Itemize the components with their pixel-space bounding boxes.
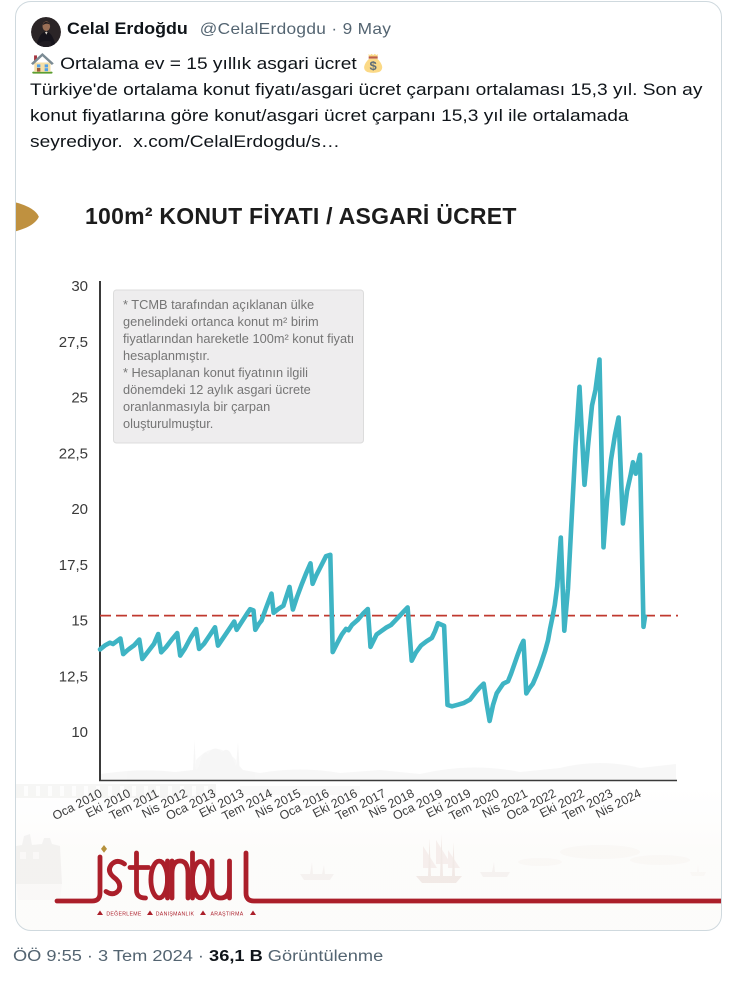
svg-text:30: 30 — [71, 278, 88, 295]
svg-text:oluşturulmuştur.: oluşturulmuştur. — [123, 416, 213, 431]
svg-text:$: $ — [369, 59, 376, 72]
svg-text:ARAŞTIRMA: ARAŞTIRMA — [211, 912, 244, 918]
svg-text:fiyatlarından hareketle 100m²: fiyatlarından hareketle 100m² konut fiya… — [123, 331, 354, 346]
svg-text:genelindeki ortanca konut m² b: genelindeki ortanca konut m² birim — [123, 314, 319, 329]
svg-text:dönemdeki 12 aylık asgari ücre: dönemdeki 12 aylık asgari ücrete — [123, 382, 311, 397]
svg-text:* Hesaplanan konut fiyatının i: * Hesaplanan konut fiyatının ilgili — [123, 365, 308, 380]
svg-text:25: 25 — [71, 390, 88, 407]
svg-text:hesaplanmıştır.: hesaplanmıştır. — [123, 348, 210, 363]
svg-text:DEĞERLEME: DEĞERLEME — [106, 911, 142, 918]
svg-text:oranlanmasıyla bir çarpan: oranlanmasıyla bir çarpan — [123, 399, 270, 414]
svg-text:15: 15 — [71, 613, 88, 630]
svg-text:22,5: 22,5 — [59, 445, 88, 462]
svg-text:12,5: 12,5 — [59, 668, 88, 685]
svg-text:* TCMB tarafından açıklanan ül: * TCMB tarafından açıklanan ülke — [123, 297, 314, 312]
svg-text:17,5: 17,5 — [59, 557, 88, 574]
svg-text:27,5: 27,5 — [59, 334, 88, 351]
svg-text:20: 20 — [71, 501, 88, 518]
svg-text:DANIŞMANLIK: DANIŞMANLIK — [156, 912, 195, 918]
svg-text:10: 10 — [71, 724, 88, 741]
svg-text:100m² KONUT FİYATI / ASGARİ ÜC: 100m² KONUT FİYATI / ASGARİ ÜCRET — [85, 203, 517, 229]
